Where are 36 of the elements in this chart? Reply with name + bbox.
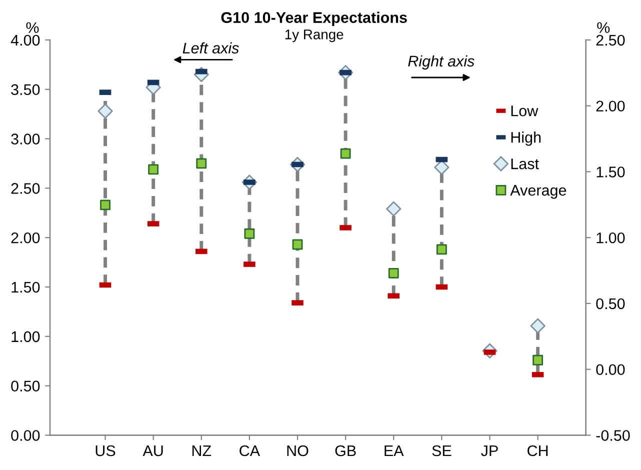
y-tick-label: 2.50 [11,183,40,194]
x-tick-label: AU [142,446,163,456]
y-tick-label: 3.00 [11,134,40,144]
annotation: Left axis [182,42,239,54]
y2-axis-title: % [597,22,610,33]
x-tick-label: CA [240,445,260,456]
x-tick-label: CH [528,445,548,456]
y2-tick-label: 2.50 [596,34,625,46]
x-tick-label: US [96,445,116,456]
y-tick-label: 0.50 [11,380,40,392]
legend-label: Average [510,185,566,199]
x-tick-label: JP [481,446,498,456]
y-tick-label: 2.00 [11,232,40,244]
y-axis-title: % [26,22,39,33]
x-tick-label: EA [384,446,404,456]
x-tick-label: NO [287,445,308,456]
chart-subtitle: 1y Range [285,30,344,42]
y-tick-label: 1.00 [12,331,40,342]
y2-tick-label: -0.50 [596,430,630,441]
y-tick-label: 0.00 [11,430,40,441]
x-tick-label: SE [432,445,452,456]
y-tick-label: 4.00 [10,34,40,46]
y2-tick-label: 1.50 [596,166,625,178]
y2-tick-label: 0.00 [596,364,625,376]
legend-label: Last [511,158,539,170]
legend-label: Low [511,106,538,116]
chart-title: G10 10-Year Expectations [221,12,407,26]
x-tick-label: NZ [192,446,212,456]
y2-tick-label: 2.00 [596,100,625,112]
y2-tick-label: 1.00 [596,232,625,244]
y-tick-label: 3.50 [11,84,40,96]
legend-label: High [511,132,541,146]
annotation: Right axis [408,55,474,70]
y2-tick-label: 0.50 [596,298,625,310]
y-tick-label: 1.50 [12,282,40,293]
x-tick-label: GB [335,445,356,456]
